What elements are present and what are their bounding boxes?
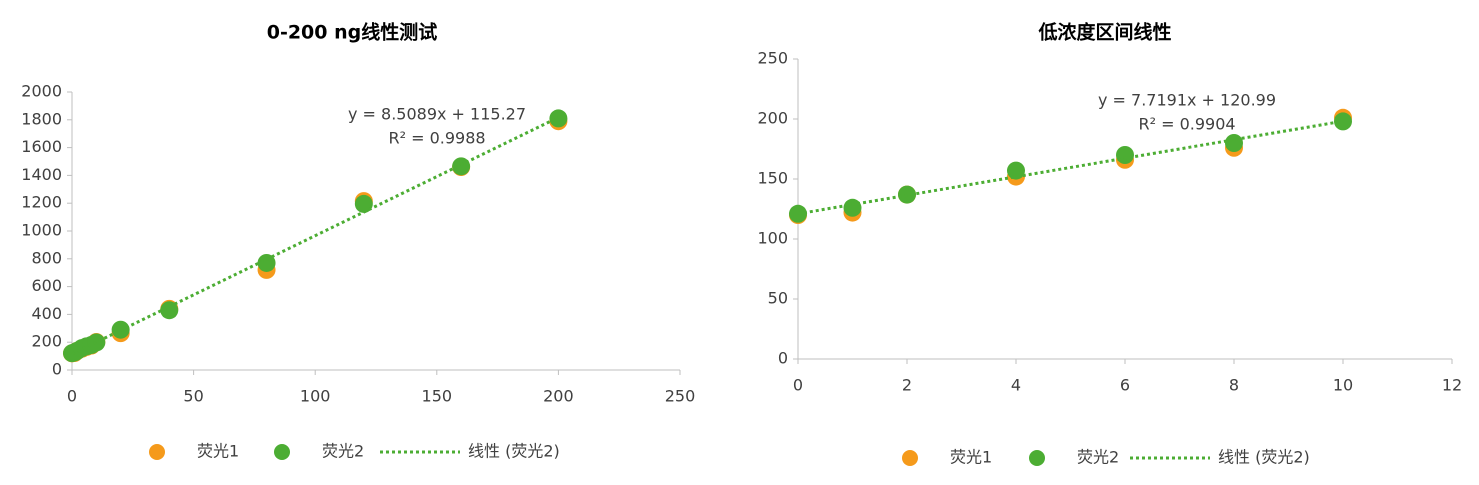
legend-marker	[1029, 450, 1045, 466]
y-tick-label: 1200	[21, 193, 62, 212]
point	[452, 157, 471, 176]
y-tick-label: 2000	[21, 82, 62, 101]
x-tick-label: 6	[1120, 376, 1130, 395]
y-tick-label: 1000	[21, 221, 62, 240]
y-tick-label: 0	[52, 360, 62, 379]
x-tick-label: 4	[1011, 376, 1021, 395]
legend-label: 线性 (荧光2)	[1218, 448, 1310, 467]
chart-title: 0-200 ng线性测试	[267, 21, 438, 44]
x-tick-label: 100	[300, 387, 331, 406]
x-tick-label: 0	[793, 376, 803, 395]
equation: y = 7.7191x + 120.99	[1098, 91, 1276, 110]
point	[160, 301, 179, 320]
x-tick-label: 0	[67, 387, 77, 406]
legend-label: 线性 (荧光2)	[468, 442, 560, 461]
y-tick-label: 1400	[21, 165, 62, 184]
y-tick-label: 400	[31, 304, 62, 323]
x-tick-label: 200	[543, 387, 574, 406]
y-tick-label: 1600	[21, 137, 62, 156]
y-tick-label: 250	[757, 49, 788, 68]
x-tick-label: 8	[1229, 376, 1239, 395]
chart-title: 低浓度区间线性	[1037, 21, 1171, 44]
legend-marker	[902, 450, 918, 466]
legend-label: 荧光1	[950, 448, 992, 467]
y-tick-label: 200	[31, 332, 62, 351]
x-tick-label: 150	[422, 387, 453, 406]
point	[1116, 146, 1134, 164]
point	[1225, 134, 1243, 152]
y-tick-label: 150	[757, 169, 788, 188]
r-squared: R² = 0.9904	[1138, 115, 1235, 134]
legend-label: 荧光1	[197, 442, 239, 461]
legend-label: 荧光2	[322, 442, 364, 461]
trendline	[71, 116, 560, 356]
point	[843, 198, 862, 217]
x-tick-label: 2	[902, 376, 912, 395]
y-tick-label: 1800	[21, 109, 62, 128]
equation: y = 8.5089x + 115.27	[348, 105, 526, 124]
r-squared: R² = 0.9988	[388, 129, 485, 148]
y-tick-label: 600	[31, 276, 62, 295]
x-tick-label: 250	[665, 387, 696, 406]
y-tick-label: 100	[757, 229, 788, 248]
y-tick-label: 200	[757, 109, 788, 128]
legend-marker	[274, 444, 290, 460]
x-tick-label: 12	[1442, 376, 1462, 395]
legend-label: 荧光2	[1077, 448, 1119, 467]
y-tick-label: 800	[31, 248, 62, 267]
point	[1007, 161, 1025, 180]
y-tick-label: 50	[768, 289, 788, 308]
y-tick-label: 0	[778, 349, 788, 368]
legend-marker	[149, 444, 165, 460]
point	[257, 253, 276, 272]
trendline	[797, 119, 1344, 216]
x-tick-label: 50	[183, 387, 203, 406]
x-tick-label: 10	[1333, 376, 1353, 395]
